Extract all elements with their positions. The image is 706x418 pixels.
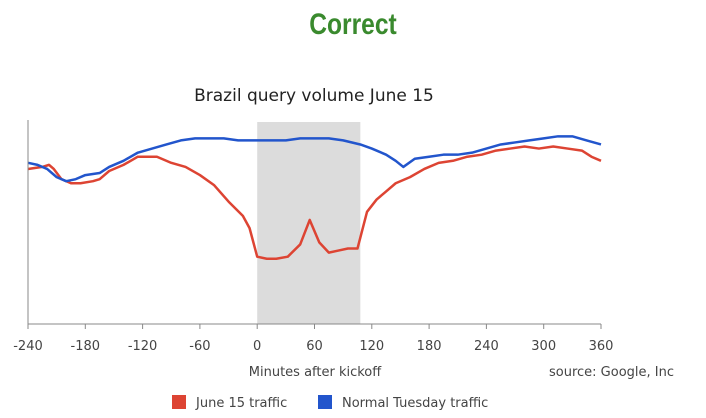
x-ticks: -240 -180 -120 -60 0 60 120 180 240 300 360 [13,324,613,354]
source-label: source: Google, Inc [549,365,674,380]
chart-title: Brazil query volume June 15 [194,86,434,106]
x-tick-label: 120 [359,339,384,354]
legend-swatch-0 [172,395,186,409]
heading: Correct [309,8,397,41]
legend-label-1: Normal Tuesday traffic [342,396,488,411]
x-tick-label: 60 [306,339,323,354]
series-line-0 [27,145,602,260]
x-axis-label: Minutes after kickoff [249,365,383,380]
x-tick-label: 360 [589,339,614,354]
x-tick-label: -60 [189,339,210,354]
x-tick-label: 0 [253,339,261,354]
legend-swatch-1 [318,395,332,409]
legend-label-0: June 15 traffic [195,396,287,411]
x-tick-label: -120 [128,339,158,354]
series-line-1 [27,135,602,183]
series-layer [27,135,602,260]
legend: June 15 traffic Normal Tuesday traffic [172,395,488,411]
x-tick-label: 180 [417,339,442,354]
x-tick-label: 300 [531,339,556,354]
x-tick-label: -180 [71,339,101,354]
x-tick-label: 240 [474,339,499,354]
x-tick-label: -240 [13,339,43,354]
